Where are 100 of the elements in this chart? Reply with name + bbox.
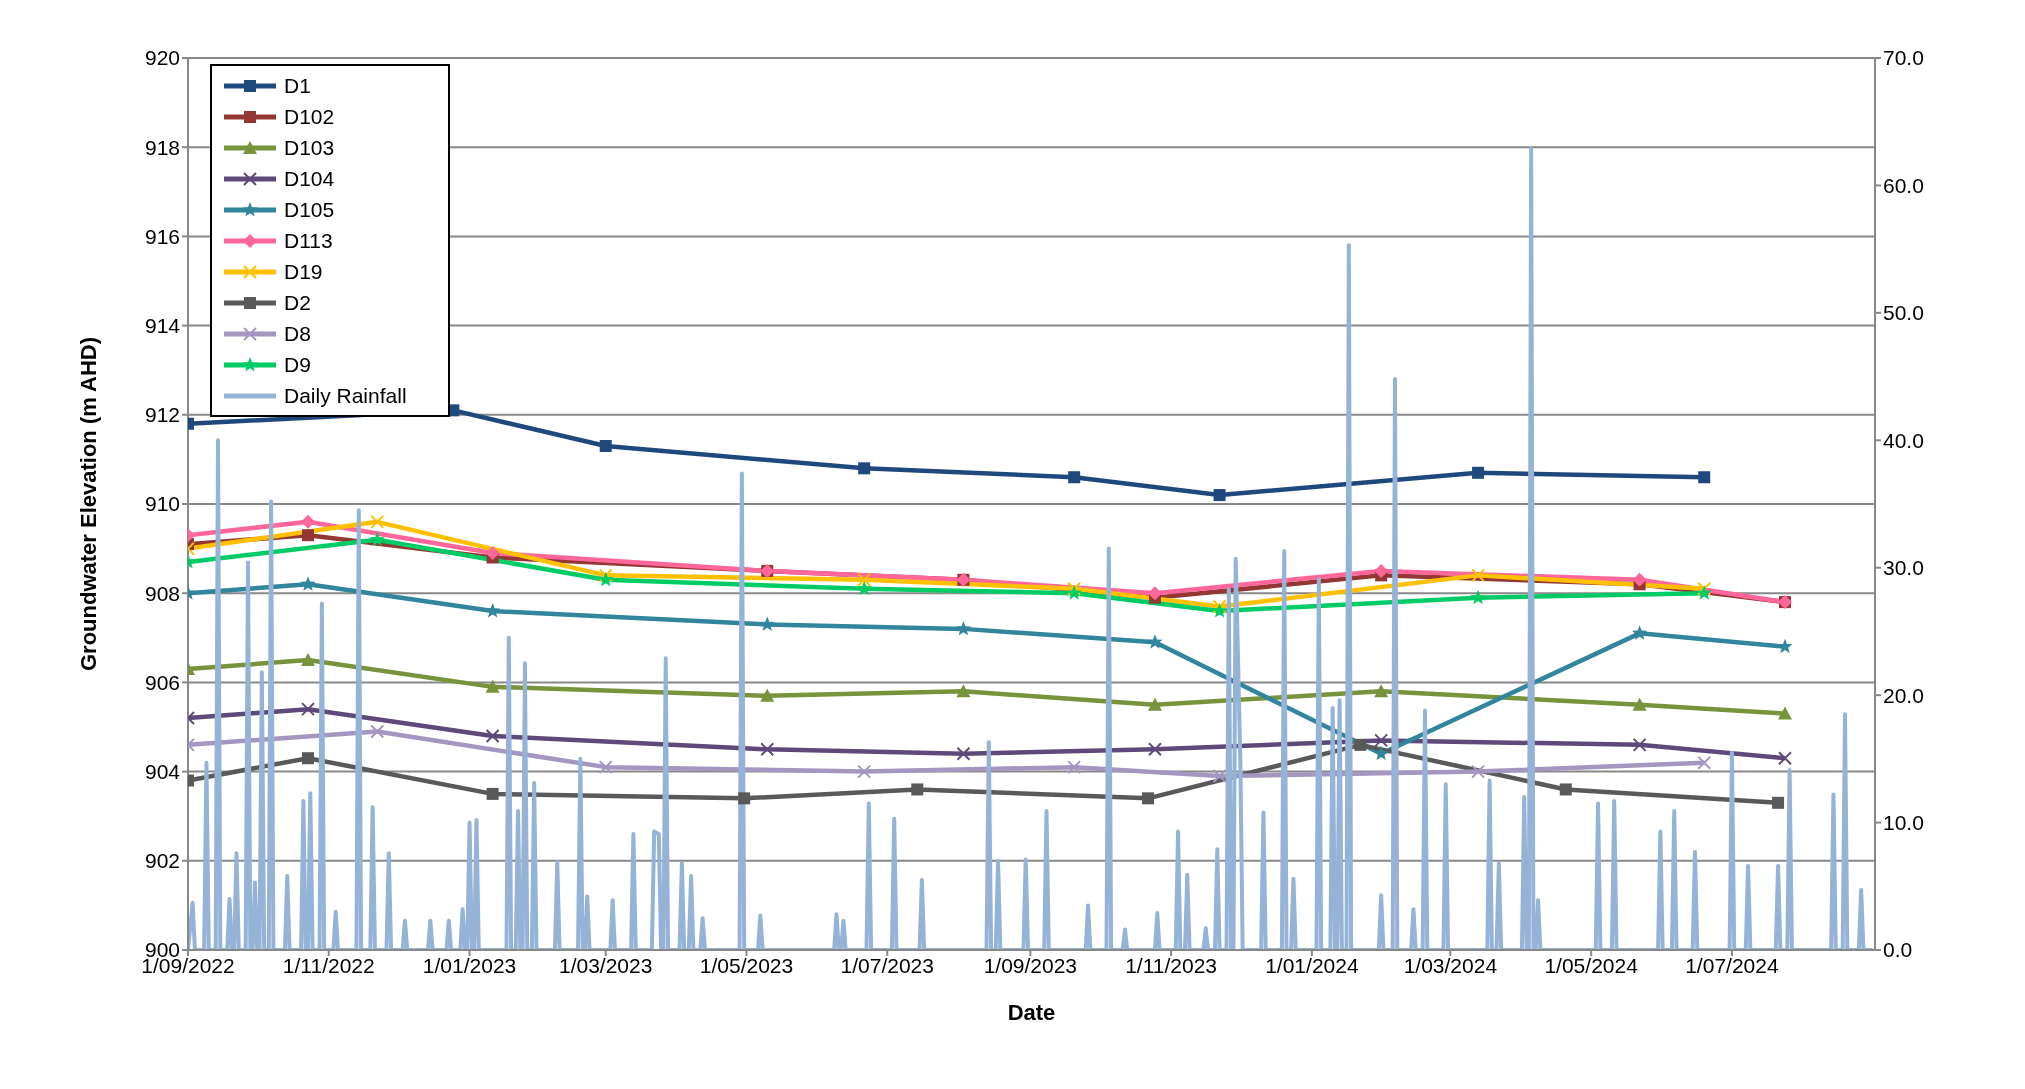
point (1374, 563, 1389, 578)
legend-label: D2 (284, 290, 311, 315)
point (1778, 751, 1792, 766)
y2-tick-label: 60.0 (1883, 173, 1924, 197)
point (302, 752, 315, 765)
point (1147, 634, 1163, 649)
point (301, 702, 316, 717)
x-tick-label: 1/01/2024 (1265, 953, 1359, 977)
point (370, 514, 385, 529)
point (486, 787, 499, 800)
legend-label: D103 (284, 135, 335, 160)
point (1772, 796, 1785, 809)
point (1147, 742, 1162, 757)
point (857, 572, 872, 587)
point (598, 571, 614, 587)
point (1697, 581, 1712, 596)
point (1698, 471, 1711, 484)
y2-tick-label: 30.0 (1883, 556, 1924, 580)
point (598, 760, 613, 775)
legend-label: D19 (284, 259, 323, 284)
point (1374, 684, 1389, 698)
point (760, 688, 775, 702)
point (599, 440, 612, 453)
y-tick-label: 916 (144, 224, 180, 248)
x-tick-label: 1/05/2023 (699, 953, 794, 977)
legend-label: D113 (284, 228, 333, 253)
point (759, 616, 775, 631)
point (956, 684, 971, 698)
legend-label: D9 (284, 352, 311, 377)
point (598, 568, 613, 583)
point (738, 792, 751, 805)
y-tick-label: 920 (144, 46, 180, 70)
x-tick-label: 1/01/2023 (422, 953, 517, 977)
point (1632, 625, 1648, 640)
x-axis-title: Date (1007, 1000, 1056, 1025)
y2-tick-label: 70.0 (1883, 46, 1924, 70)
legend-label: D8 (284, 321, 311, 346)
point (1778, 706, 1792, 720)
y-tick-label: 908 (144, 581, 180, 605)
point (1213, 489, 1226, 502)
y-tick-label: 904 (144, 760, 181, 784)
point (369, 531, 385, 547)
y-tick-label: 914 (144, 314, 181, 338)
y-tick-label: 906 (144, 670, 180, 694)
x-tick-label: 1/05/2024 (1544, 953, 1639, 977)
point (1147, 586, 1162, 601)
y2-tick-label: 50.0 (1883, 301, 1924, 325)
x-tick-label: 1/11/2023 (1125, 953, 1218, 977)
point (1212, 599, 1227, 614)
x-tick-label: 1/09/2023 (983, 953, 1078, 977)
point (301, 653, 316, 667)
point (857, 764, 872, 779)
y2-tick-label: 0.0 (1883, 938, 1913, 962)
y-axis-title: Groundwater Elevation (m AHD) (75, 336, 101, 672)
point (1142, 792, 1155, 805)
y-tick-label: 912 (144, 403, 180, 427)
point (1559, 783, 1572, 796)
x-tick-label: 1/07/2023 (840, 953, 934, 977)
legend-label: D102 (284, 104, 335, 129)
x-tick-label: 1/07/2024 (1685, 953, 1779, 977)
point (1472, 466, 1485, 479)
point (1696, 585, 1712, 600)
point (485, 728, 500, 743)
legend-label: D104 (284, 166, 335, 191)
legend-label: Daily Rainfall (284, 383, 407, 408)
point (955, 620, 972, 636)
legend-label: D105 (284, 197, 335, 222)
point (1067, 760, 1082, 775)
y-tick-label: 918 (144, 135, 180, 159)
x-tick-label: 1/03/2024 (1403, 953, 1498, 977)
legend-label: D1 (284, 73, 311, 98)
point (1632, 737, 1647, 752)
point (1471, 764, 1486, 779)
point (1470, 589, 1486, 605)
point (485, 679, 500, 693)
point (1632, 697, 1647, 711)
point (911, 783, 924, 796)
y2-tick-label: 20.0 (1883, 683, 1924, 707)
point (1374, 733, 1389, 748)
point (858, 462, 871, 475)
point (485, 546, 500, 561)
y2-tick-label: 10.0 (1883, 811, 1924, 835)
point (956, 746, 971, 761)
y-tick-label: 910 (144, 492, 180, 516)
point (1066, 585, 1082, 600)
point (1697, 755, 1712, 770)
x-tick-label: 1/11/2022 (282, 953, 375, 977)
x-tick-label: 1/03/2023 (558, 953, 653, 977)
y-tick-label: 902 (144, 849, 180, 873)
point (1067, 581, 1082, 596)
point (302, 529, 315, 542)
point (301, 514, 316, 529)
point (1632, 572, 1647, 587)
point (1212, 769, 1227, 784)
y2-tick-label: 40.0 (1883, 428, 1924, 452)
point (1147, 697, 1162, 711)
point (760, 742, 775, 757)
point (1471, 568, 1486, 583)
point (1068, 471, 1081, 484)
point (370, 724, 385, 739)
